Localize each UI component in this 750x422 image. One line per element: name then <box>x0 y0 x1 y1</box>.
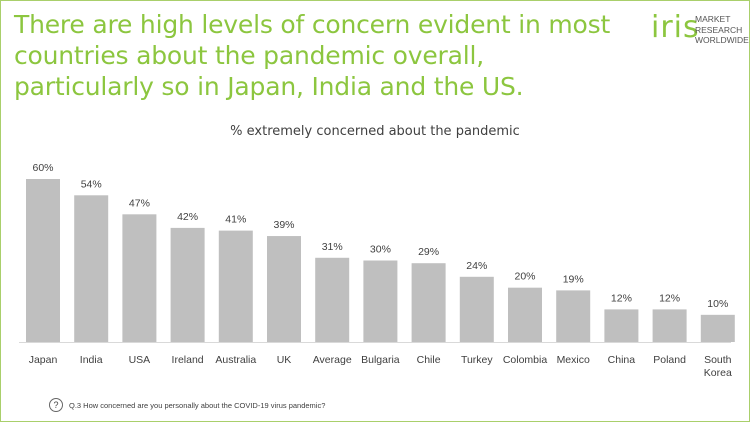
logo-text-line: WORLDWIDE <box>695 35 749 45</box>
category-label: Colombia <box>503 354 548 366</box>
data-label: 19% <box>563 273 584 285</box>
category-label: Ireland <box>172 354 204 366</box>
category-label: Mexico <box>557 354 590 366</box>
data-label: 12% <box>659 292 680 304</box>
bar <box>700 314 735 342</box>
bar-chart: 60% Japan 54% India 47% USA 42% Ireland 41% Austr… <box>19 162 735 379</box>
logo-text-line: MARKET <box>695 14 731 24</box>
category-label: China <box>608 354 636 366</box>
bar <box>363 260 398 342</box>
bar <box>74 195 109 342</box>
data-label: 42% <box>177 211 198 223</box>
bar <box>26 179 60 342</box>
data-label: 10% <box>707 298 728 310</box>
data-label: 41% <box>225 214 246 226</box>
category-label: South Korea <box>704 354 732 379</box>
data-label: 30% <box>370 244 391 256</box>
data-label: 24% <box>466 260 487 272</box>
category-label: UK <box>277 354 292 366</box>
logo-mark: iris <box>651 10 700 45</box>
chart-title: % extremely concerned about the pandemic <box>230 124 520 139</box>
bar <box>122 214 157 342</box>
category-label: USA <box>129 354 151 366</box>
logo-text: MARKET RESEARCH WORLDWIDE <box>695 14 749 46</box>
category-label: Australia <box>215 354 256 366</box>
bar <box>218 230 253 342</box>
category-label: Chile <box>417 354 441 366</box>
bar <box>604 309 639 342</box>
data-label: 20% <box>514 271 535 283</box>
data-label: 31% <box>322 241 343 253</box>
bar <box>170 227 205 342</box>
bar <box>508 287 542 342</box>
bar <box>652 309 687 342</box>
slide-title: There are high levels of concern evident… <box>14 10 611 101</box>
data-label: 47% <box>129 197 150 209</box>
category-label: India <box>80 354 103 366</box>
question-circle-icon: ? <box>49 398 63 412</box>
category-label: Bulgaria <box>361 354 400 366</box>
logo-text-line: RESEARCH <box>695 24 743 35</box>
data-label: 60% <box>32 162 53 174</box>
bar <box>315 257 350 342</box>
bar <box>556 290 591 342</box>
iris-logo: iris MARKET RESEARCH WORLDWIDE <box>651 10 749 51</box>
data-label: 54% <box>81 178 102 190</box>
category-label: Turkey <box>461 354 493 366</box>
category-label: Average <box>313 354 352 366</box>
category-label: Japan <box>29 354 58 366</box>
category-label: Poland <box>653 354 686 366</box>
footnote: Q.3 How concerned are you personally abo… <box>69 401 326 410</box>
bar <box>411 263 446 342</box>
data-label: 29% <box>418 246 439 258</box>
data-label: 39% <box>273 219 294 231</box>
bar <box>459 276 494 342</box>
data-label: 12% <box>611 292 632 304</box>
bar <box>267 236 301 342</box>
